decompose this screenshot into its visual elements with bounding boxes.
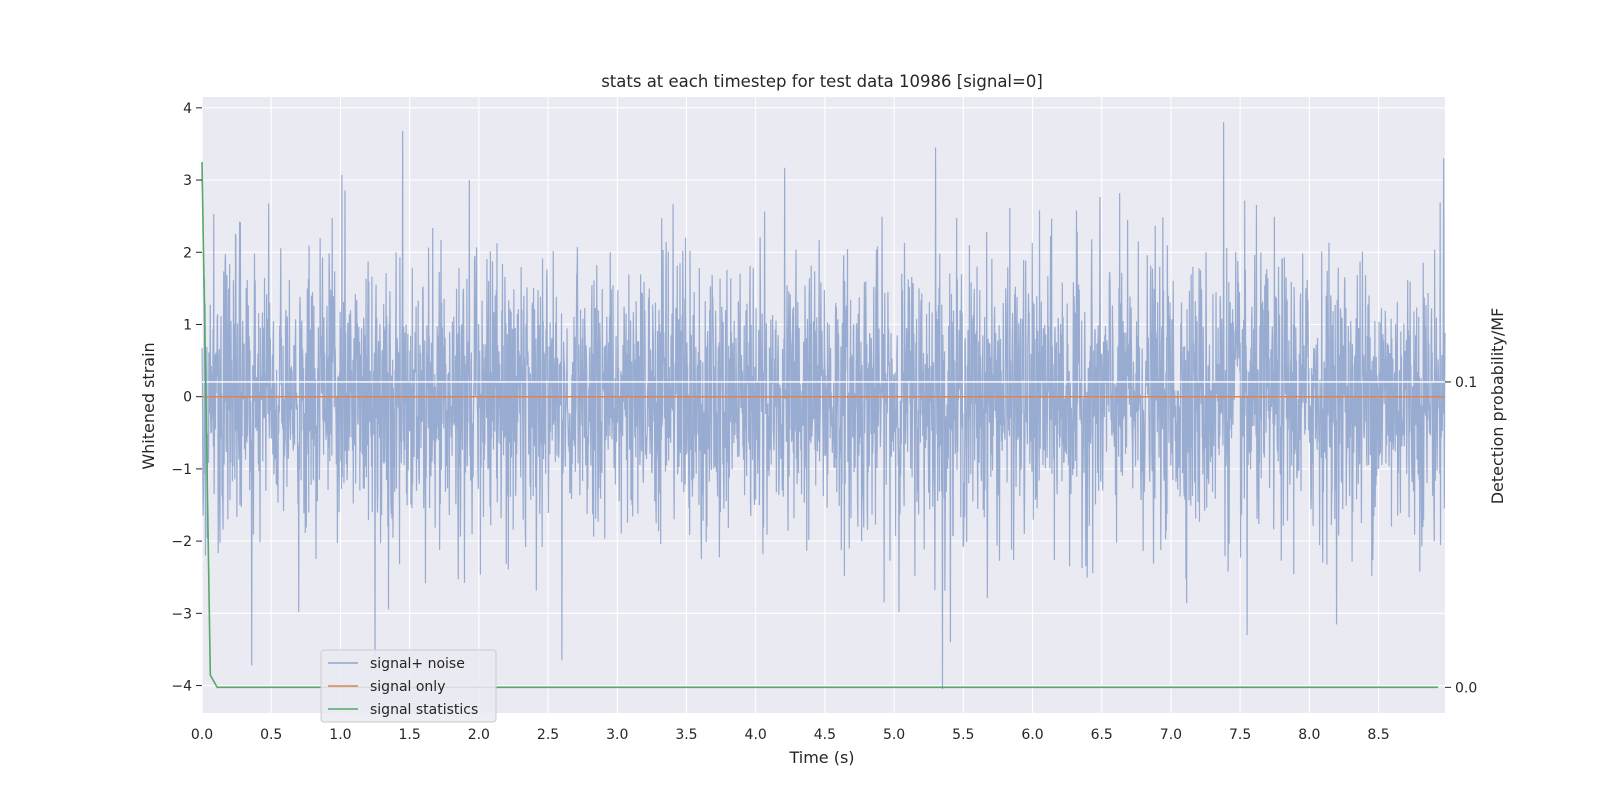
- x-tick-label: 0.0: [191, 727, 213, 743]
- y-tick-label: −3: [171, 606, 192, 622]
- x-tick-label: 5.0: [883, 727, 905, 743]
- legend-box: [320, 649, 497, 723]
- legend: signal+ noise signal only signal statist…: [320, 649, 497, 723]
- x-tick-label: 4.5: [814, 727, 836, 743]
- series-line-signal-noise: [201, 122, 1446, 690]
- x-tick-label: 8.5: [1367, 727, 1389, 743]
- y-tick-label: 2: [183, 245, 192, 261]
- y-tick-label: 3: [183, 173, 192, 189]
- x-tick-label: 0.5: [260, 727, 282, 743]
- x-tick-label: 1.5: [398, 727, 420, 743]
- y-tick-label: −4: [171, 679, 192, 695]
- x-tick-label: 6.0: [1021, 727, 1043, 743]
- x-tick-label: 6.5: [1091, 727, 1113, 743]
- x-axis-label: Time (s): [788, 748, 854, 767]
- y-tick-label: 4: [183, 101, 192, 117]
- y2-tick-label: 0.0: [1455, 680, 1477, 696]
- axes: 0.0 0.5 1.0 1.5 2.0 2.5 3.0 3.5 4.0 4.5 5.0 5.5 6.0 6…: [171, 101, 1477, 743]
- y-tick-label: −2: [171, 534, 192, 550]
- x-tick-label: 3.0: [606, 727, 628, 743]
- y-tick-label: 0: [183, 390, 192, 406]
- y-tick-label: 1: [183, 317, 192, 333]
- y-axis-label: Whitened strain: [139, 342, 158, 469]
- x-tick-label: 4.0: [745, 727, 767, 743]
- x-tick-label: 5.5: [952, 727, 974, 743]
- x-tick-label: 7.0: [1160, 727, 1182, 743]
- legend-label-signal-only: signal only: [370, 679, 445, 695]
- chart-title: stats at each timestep for test data 109…: [601, 72, 1043, 91]
- y2-axis-label: Detection probability/MF: [1488, 308, 1507, 505]
- legend-label-signal-statistics: signal statistics: [370, 702, 478, 718]
- x-tick-label: 2.0: [468, 727, 490, 743]
- y2-tick-label: 0.1: [1455, 375, 1477, 391]
- x-tick-label: 3.5: [675, 727, 697, 743]
- legend-label-signal-noise: signal+ noise: [370, 656, 465, 672]
- series-lines: [201, 162, 1445, 689]
- x-tick-label: 1.0: [329, 727, 351, 743]
- y-tick-label: −1: [171, 462, 192, 478]
- x-tick-label: 2.5: [537, 727, 559, 743]
- x-tick-label: 7.5: [1229, 727, 1251, 743]
- signal-noise-series: [201, 122, 1446, 690]
- x-tick-label: 8.0: [1298, 727, 1320, 743]
- series-line-signal-statistics: [201, 162, 1439, 689]
